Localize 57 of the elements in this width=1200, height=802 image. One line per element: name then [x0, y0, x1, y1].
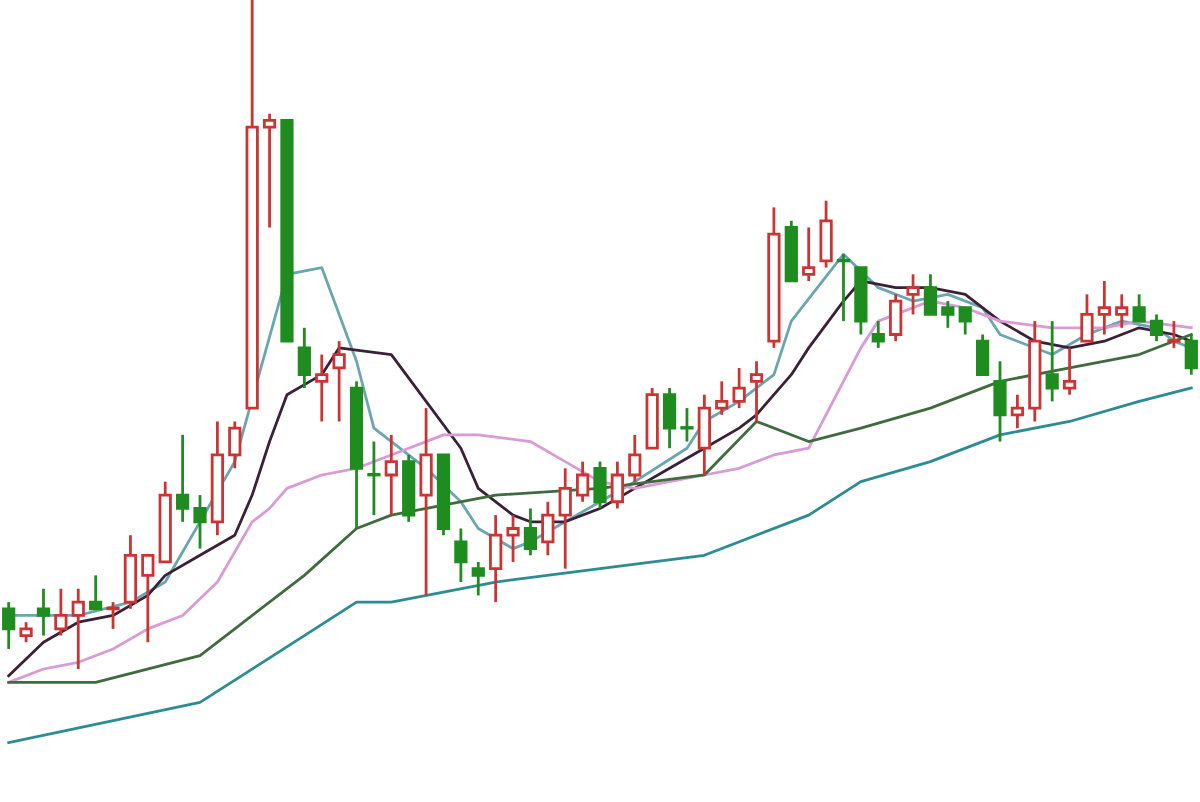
candlestick: [958, 306, 972, 336]
candlestick: [471, 560, 485, 597]
candlestick: [419, 406, 433, 597]
candlestick: [541, 500, 555, 557]
candlestick: [889, 292, 903, 343]
candlestick: [749, 359, 764, 423]
candlestick: [941, 299, 955, 330]
candlestick: [489, 513, 503, 604]
candlestick: [732, 366, 746, 410]
candlestick: [1115, 292, 1129, 330]
candlestick: [697, 393, 711, 477]
candlestick: [123, 533, 138, 611]
candlestick: [1045, 319, 1059, 403]
candlestick: [193, 493, 207, 550]
candlestick: [1184, 333, 1198, 377]
candlestick: [523, 507, 538, 557]
candlestick: [54, 587, 68, 637]
candlestick: [89, 573, 103, 611]
candlestick: [141, 553, 155, 644]
candlestick: [297, 326, 311, 390]
candlestick: [923, 272, 938, 316]
candlestick: [228, 420, 242, 470]
candlestick: [802, 226, 816, 283]
candlestick: [71, 587, 85, 671]
candlestick: [1097, 279, 1111, 336]
candlestick: [1132, 292, 1146, 323]
candlestick: [593, 460, 607, 510]
candlestick: [680, 406, 694, 443]
candlestick: [367, 440, 381, 517]
candlestick: [384, 433, 398, 517]
candlestick: [1167, 319, 1181, 350]
candlestick: [610, 460, 624, 510]
candlestick: [1062, 346, 1077, 397]
candlestick: [576, 460, 590, 504]
candlestick: [2, 600, 16, 651]
candlestick: [558, 466, 572, 571]
candlestick: [871, 319, 885, 350]
candlestick: [1080, 292, 1094, 343]
candlestick: [628, 433, 642, 484]
candlestick: [1010, 393, 1024, 430]
candlestick: [1149, 313, 1164, 343]
candlestick: [176, 433, 190, 524]
candlestick: [106, 600, 120, 631]
candlestick: [906, 272, 920, 316]
candlestick: [819, 199, 833, 269]
candlestick: [976, 333, 990, 377]
candlestick: [36, 587, 51, 637]
candlestick: [662, 386, 677, 450]
candlestick: [19, 620, 33, 644]
candlestick: [506, 513, 520, 564]
candlestick: [993, 359, 1007, 443]
candlestick: [836, 252, 851, 323]
candlestick: [715, 379, 729, 417]
candlestick: [315, 353, 329, 423]
candlestick: [332, 339, 346, 423]
candlestick: [454, 527, 468, 584]
candlestick: [262, 112, 277, 229]
